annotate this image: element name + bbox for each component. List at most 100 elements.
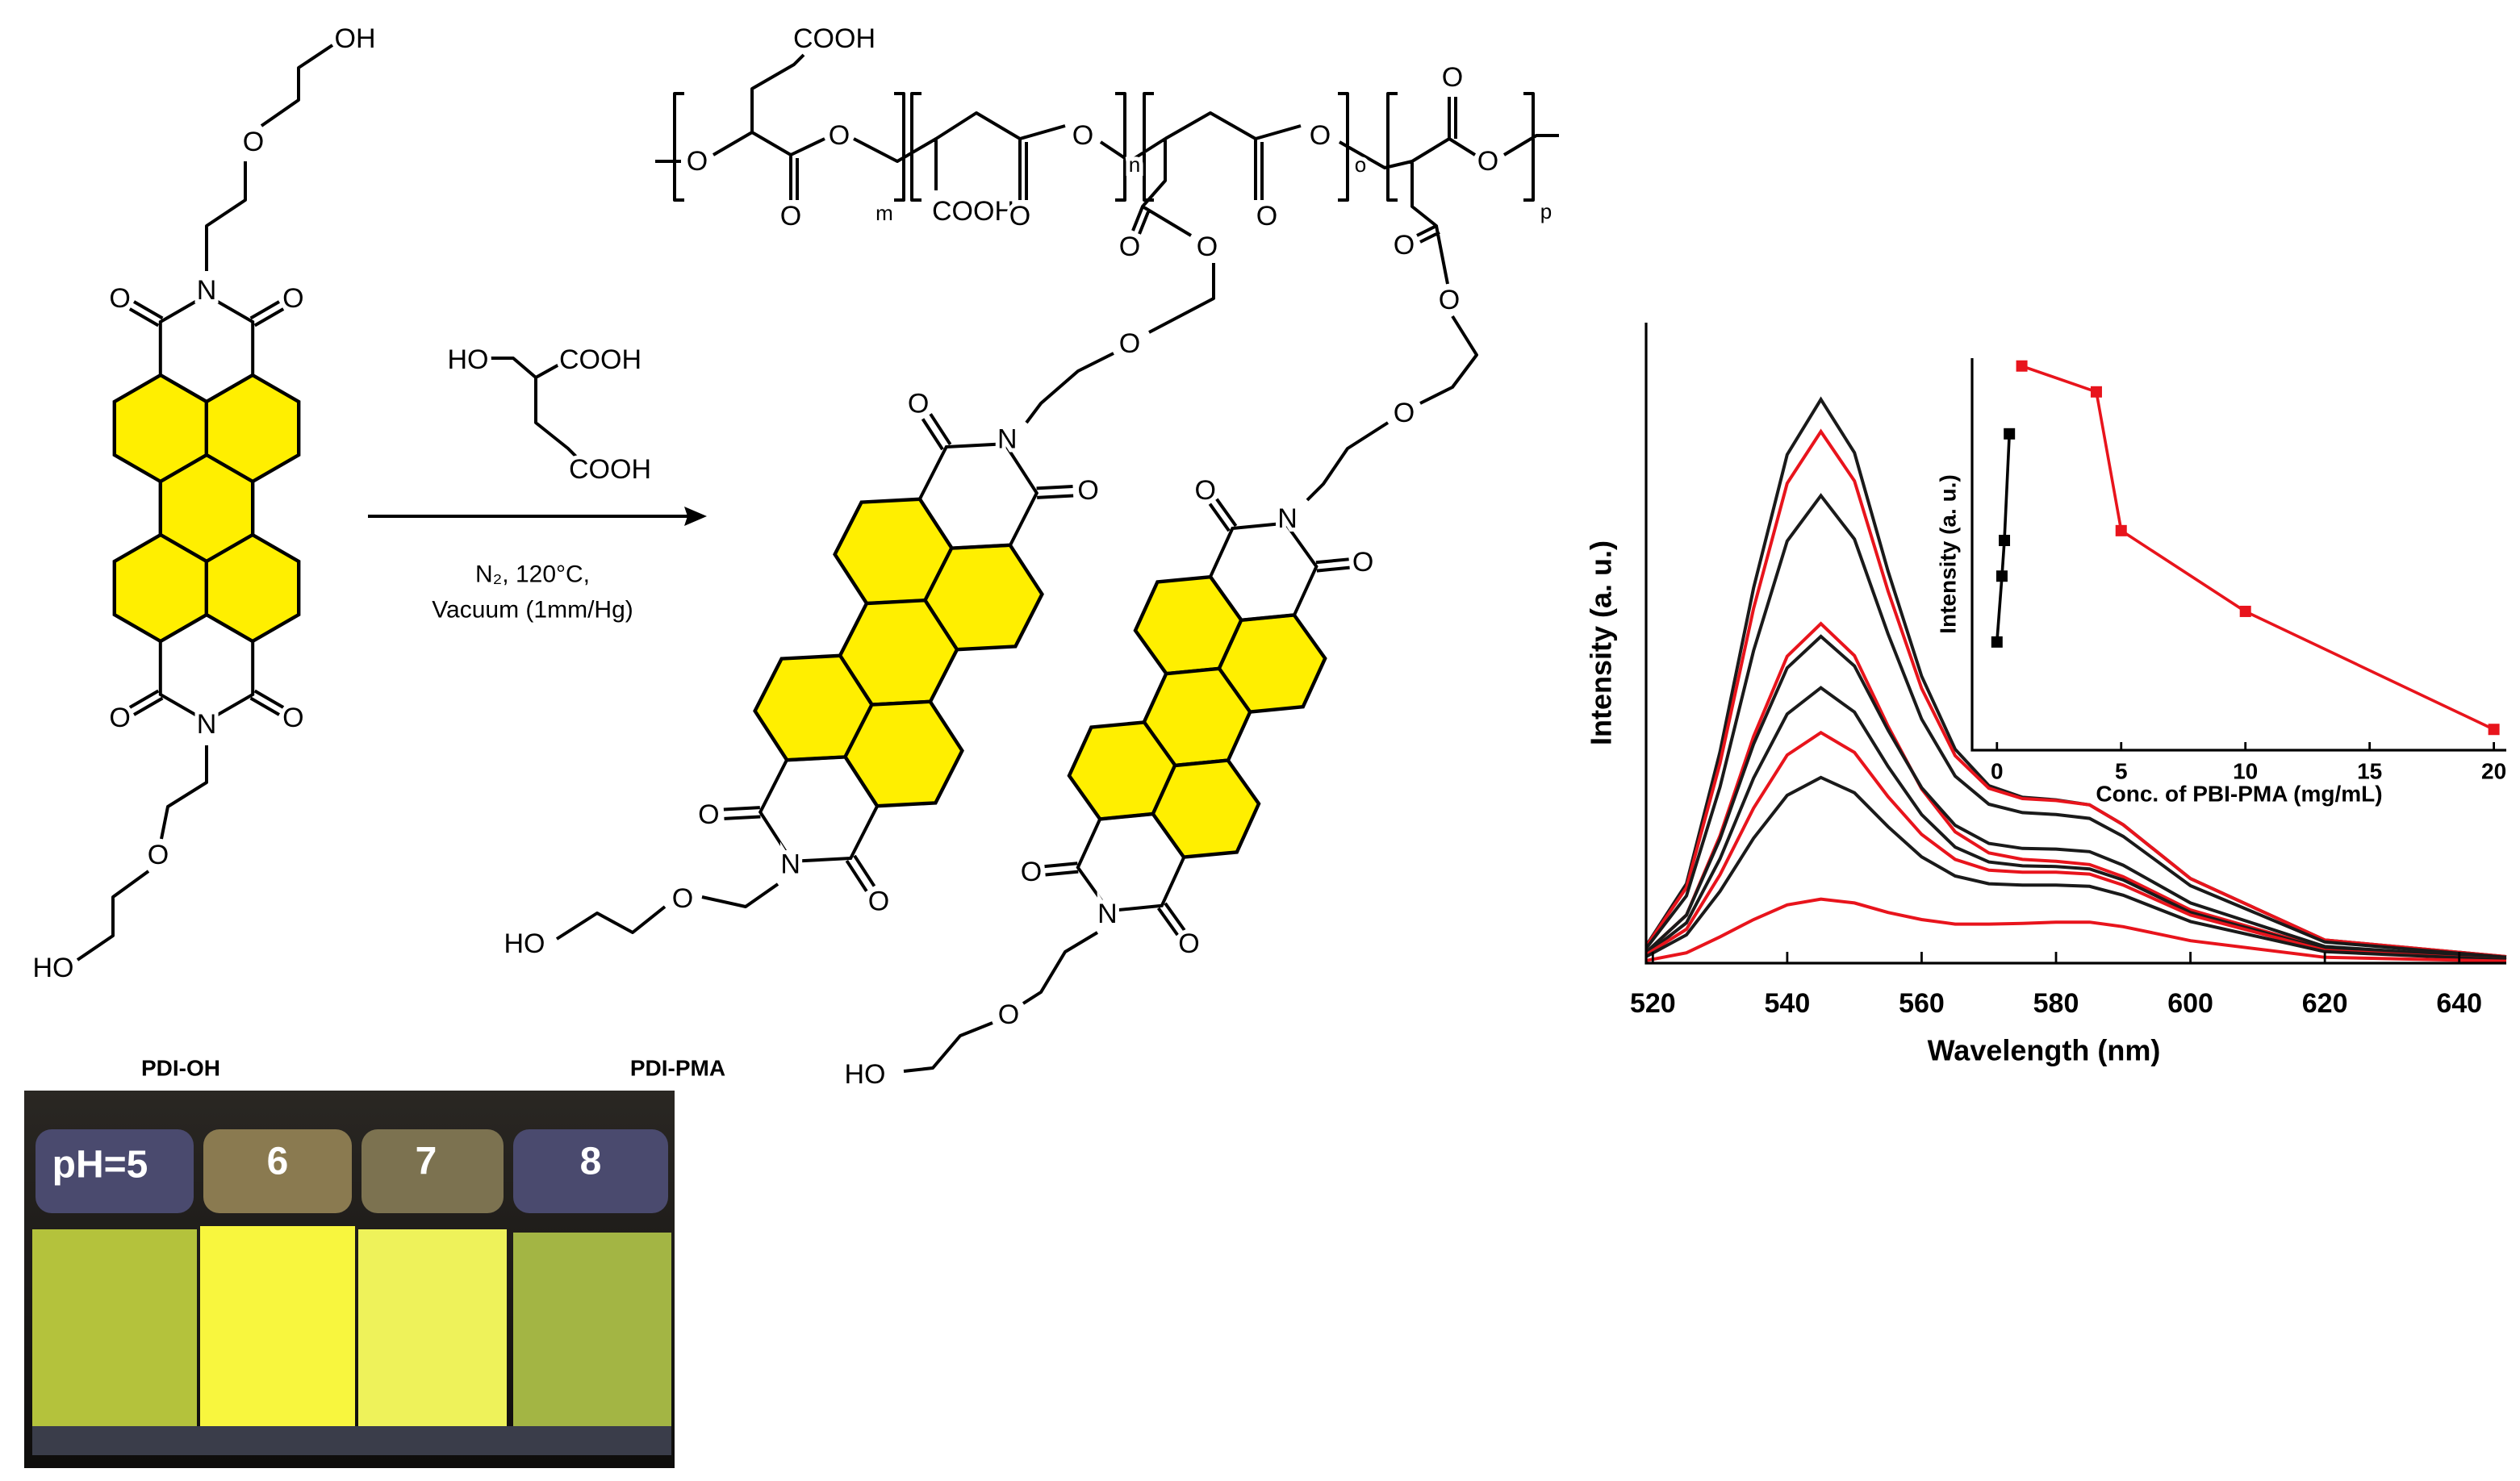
series-line: [1644, 730, 2507, 962]
carbonyl-bond: [845, 859, 868, 892]
x-tick-label: 15: [2357, 759, 2382, 784]
carbonyl-bond: [253, 307, 285, 327]
atom-label: m: [876, 201, 893, 225]
series-line: [1645, 897, 2507, 963]
atom-label: HO: [33, 953, 74, 983]
atom-label: N: [197, 275, 217, 306]
data-point: [1991, 636, 2003, 648]
x-tick-label: 520: [1630, 988, 1676, 1019]
vial-cap: [36, 1129, 194, 1213]
atom-label: O: [698, 799, 719, 830]
x-tick-label: 10: [2233, 759, 2258, 784]
imide-ring: [158, 293, 255, 404]
carbonyl-bond: [128, 307, 160, 327]
atom-label: O: [1394, 230, 1415, 261]
vial: [32, 1229, 197, 1433]
carbonyl-bond: [929, 413, 952, 446]
data-point: [2115, 524, 2127, 536]
atom-label: COOH: [559, 344, 641, 375]
vial-cap: [361, 1129, 504, 1213]
carbonyl-bond: [1215, 498, 1238, 528]
y-axis-label: Intensity (a. u.): [1936, 474, 1961, 634]
atom-label: O: [1310, 120, 1331, 151]
atom-label: N: [780, 849, 800, 880]
carbonyl-bond: [724, 815, 761, 820]
charts: 520 540 560 580 600 620 640 Wavelength (nm) Inte…: [1585, 323, 2507, 1067]
data-point: [1999, 534, 2011, 546]
axes: [1970, 358, 2506, 752]
imide-ring: [158, 612, 255, 724]
atom-label: O: [1439, 285, 1460, 315]
x-tick-label: 600: [2167, 988, 2213, 1019]
series-line: [1644, 634, 2507, 961]
ph-label: 6: [267, 1141, 289, 1183]
atom-label: O: [148, 840, 169, 870]
data-point: [2090, 386, 2102, 398]
x-tick-label: 640: [2436, 988, 2482, 1019]
ph-label: 8: [580, 1141, 602, 1183]
atom-label: O: [672, 883, 693, 914]
carbonyl-bond: [249, 300, 280, 320]
data-point: [2239, 605, 2251, 617]
carbonyl-bond: [1036, 485, 1073, 490]
x-tick-label: 0: [1991, 759, 2004, 784]
atom-label: O: [1119, 232, 1140, 262]
atom-label: O: [1178, 928, 1199, 959]
atom-label: N: [997, 423, 1018, 454]
imide-ring: [1076, 811, 1186, 913]
x-tick-label: 580: [2033, 988, 2079, 1019]
ph-label: 7: [416, 1141, 437, 1183]
vial: [358, 1229, 507, 1433]
plot-area: [1972, 358, 2506, 750]
perylene-cores: [112, 293, 1350, 937]
ph-label: pH=5: [52, 1144, 148, 1187]
carbonyl-bond: [1208, 503, 1231, 532]
carbonyl-bond: [1156, 907, 1179, 937]
atom-label: O: [868, 886, 889, 916]
carbonyl-bond: [133, 300, 164, 320]
carbonyl-bond: [1044, 861, 1078, 869]
x-axis-label: Wavelength (nm): [1928, 1034, 2161, 1067]
imide-ring: [758, 755, 880, 863]
atom-label: O: [1194, 475, 1215, 506]
data-point: [1996, 570, 2008, 582]
carbonyl-bond: [133, 696, 164, 716]
atom-label: O: [1009, 201, 1030, 232]
atom-label: COOH: [932, 196, 1014, 227]
carbonyl-bond: [853, 854, 876, 887]
series-line: [1644, 493, 2507, 959]
data-point: [2004, 428, 2016, 440]
atom-label: O: [1442, 62, 1463, 93]
carbonyl-bond: [1045, 870, 1079, 877]
carbonyl-bond: [249, 696, 280, 716]
atom-label: o: [1355, 152, 1366, 177]
series-line: [1644, 428, 2507, 958]
vial-cap: [203, 1129, 352, 1213]
atom-label: O: [282, 283, 303, 314]
carbonyl-bond: [921, 418, 944, 451]
carbonyl-bond: [723, 806, 760, 811]
x-tick-label: 560: [1899, 988, 1945, 1019]
condition: Vacuum (1mm/Hg): [432, 597, 633, 624]
atom-label: O: [780, 201, 801, 232]
x-tick-label: 620: [2302, 988, 2348, 1019]
vial-photo: pH=5 6 7 8: [24, 1091, 675, 1468]
carbonyl-bond: [1164, 902, 1186, 932]
compound-label: PDI-PMA: [630, 1056, 725, 1081]
arrow-head: [684, 507, 707, 526]
atom-label: O: [1352, 547, 1373, 578]
atom-label: O: [1021, 857, 1042, 887]
x-tick-label: 540: [1765, 988, 1811, 1019]
carbonyl-bond: [253, 689, 285, 709]
atom-label: O: [1072, 120, 1093, 151]
vial: [513, 1233, 671, 1433]
axes: [1644, 323, 2506, 965]
atom-label: HO: [448, 344, 489, 375]
imide-ring: [1208, 521, 1319, 622]
vial-base: [32, 1426, 671, 1455]
carbonyl-bond: [1316, 565, 1350, 573]
imide-ring: [917, 442, 1039, 550]
